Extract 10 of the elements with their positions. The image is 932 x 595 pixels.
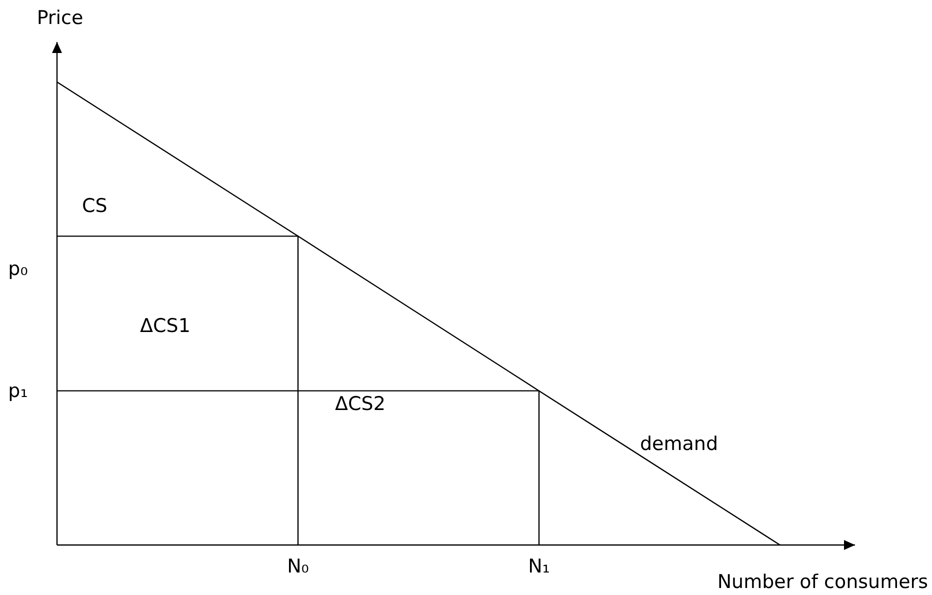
x-tick-label: N₀ [287, 555, 309, 578]
x-tick-label: N₁ [528, 555, 550, 578]
text: p₀ [8, 258, 28, 280]
annotation: CS [82, 195, 108, 218]
x-axis-title: Number of consumers [717, 571, 928, 593]
annotation: demand [640, 433, 718, 456]
annotation: ΔCS2 [335, 393, 386, 416]
annotation: ΔCS1 [140, 315, 190, 338]
y-axis-title: Price [36, 7, 84, 29]
text: p₁ [8, 380, 28, 402]
